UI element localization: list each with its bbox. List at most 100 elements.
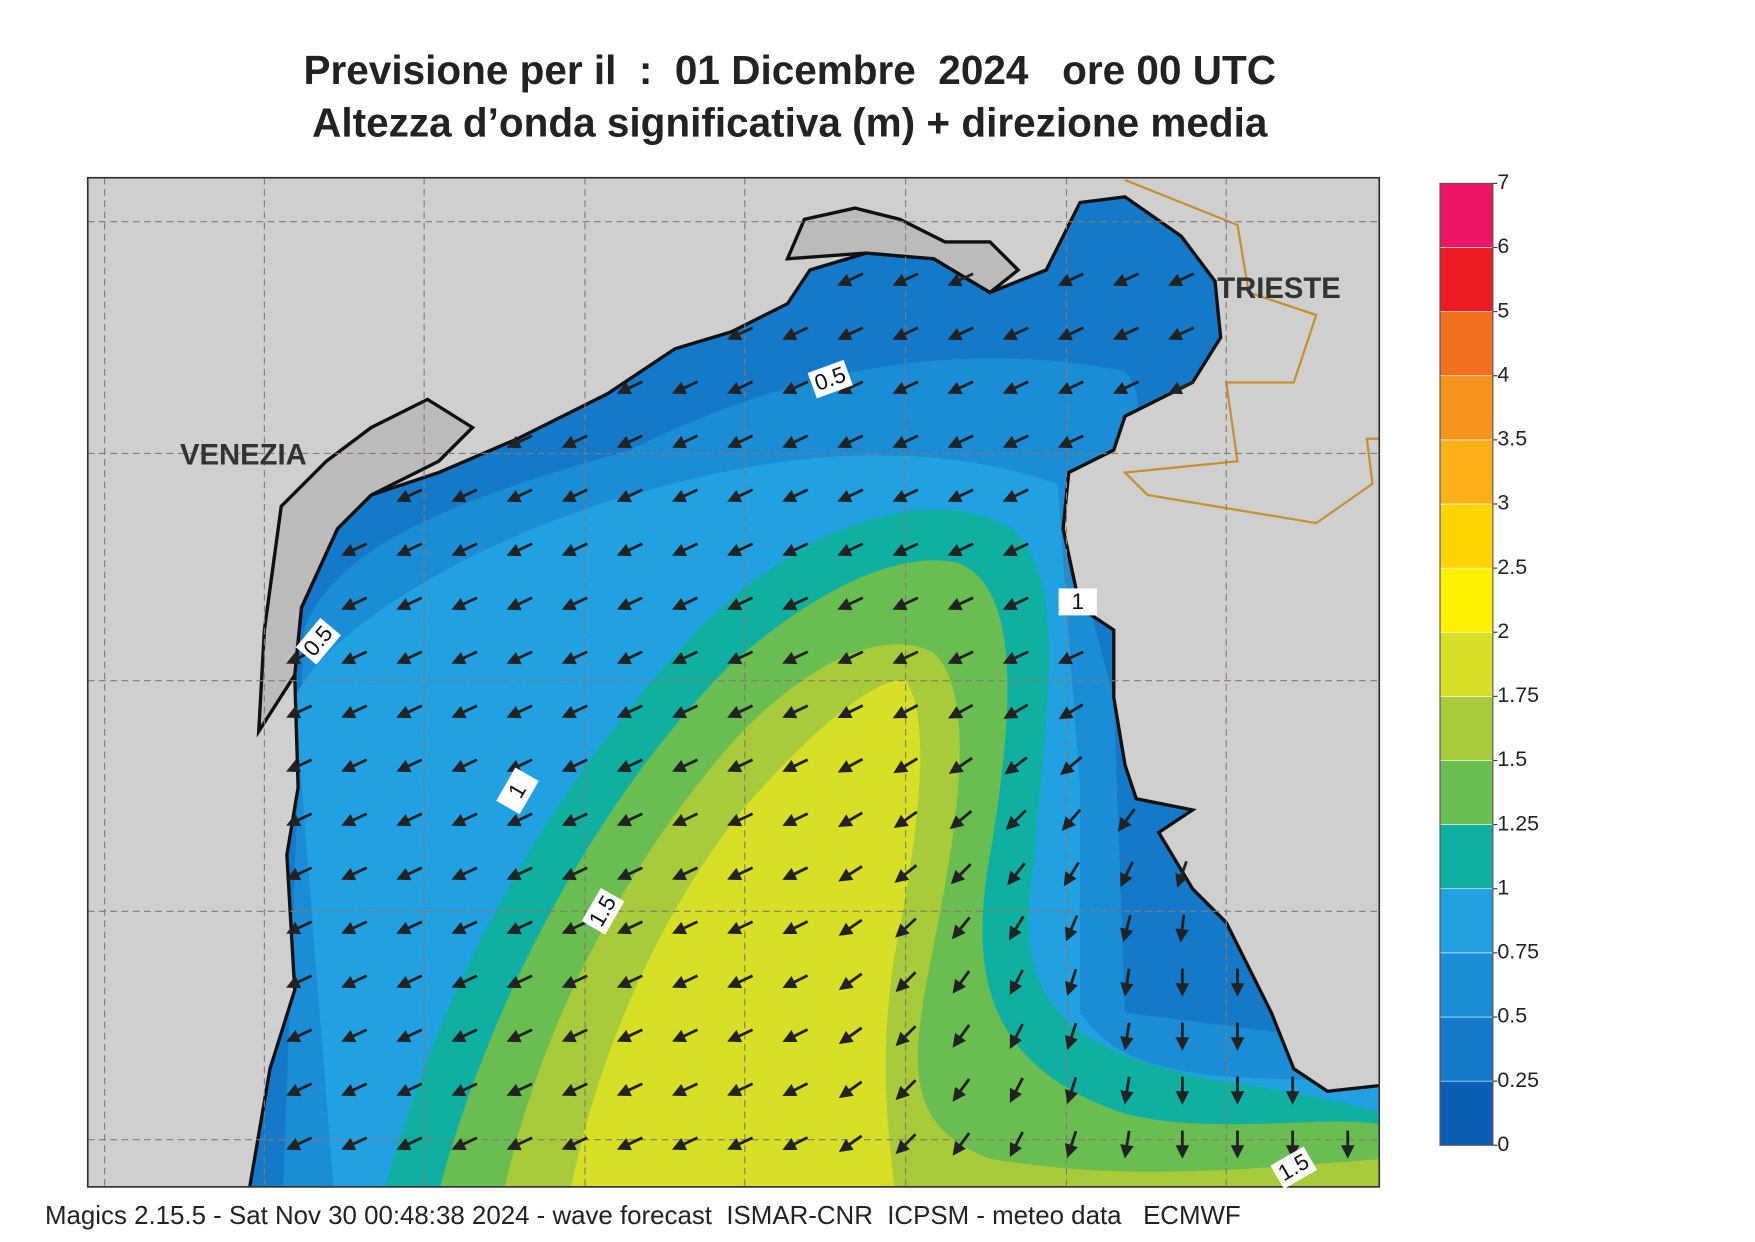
- arrow-head: [671, 1137, 688, 1151]
- arrow-head: [1230, 1037, 1245, 1051]
- arrow-head: [727, 489, 743, 503]
- arrow-head: [727, 921, 743, 935]
- arrow-head: [838, 1138, 854, 1153]
- arrow-head: [1057, 381, 1073, 395]
- arrow-head: [506, 543, 522, 557]
- arrow-head: [506, 759, 522, 773]
- arrow-head: [1009, 979, 1022, 996]
- arrow-head: [396, 1137, 412, 1151]
- arrow-head: [1004, 760, 1020, 775]
- arrow-head: [727, 327, 743, 341]
- arrow-head: [396, 543, 412, 557]
- arrow-head: [1230, 1145, 1245, 1159]
- arrow-head: [451, 1083, 467, 1097]
- arrow-head: [1112, 381, 1129, 395]
- arrow-head: [1175, 983, 1190, 997]
- arrow-head: [1117, 816, 1132, 832]
- arrow-head: [341, 1137, 357, 1151]
- colorbar: 0 0.25 0.5 0.75 1 1.25 1.5 1.75 2 2.5 3 3.5 4 5 6 7: [1439, 170, 1539, 1156]
- colorbar-bin: [1439, 375, 1494, 441]
- colorbar-bin: [1439, 247, 1494, 312]
- arrow-head: [1175, 872, 1189, 888]
- arrow-head: [895, 1085, 910, 1101]
- arrow-head: [947, 327, 963, 341]
- arrow-head: [782, 435, 798, 449]
- arrow-head: [1230, 983, 1245, 997]
- subtitle: Altezza d’onda significativa (m) + direz…: [312, 100, 1268, 146]
- arrow-head: [837, 327, 853, 341]
- arrow-head: [1168, 327, 1184, 341]
- arrow-head: [671, 759, 688, 773]
- arrow-head: [341, 597, 357, 611]
- place-label: TRIESTE: [1217, 273, 1341, 305]
- arrow-head: [561, 1029, 577, 1043]
- arrow-head: [616, 705, 632, 719]
- arrow-head: [341, 759, 357, 773]
- arrow-head: [895, 923, 910, 938]
- arrow-head: [1120, 1090, 1134, 1105]
- arrow-head: [947, 651, 963, 665]
- arrow-head: [561, 975, 577, 989]
- arrow-head: [727, 867, 743, 881]
- arrow-head: [341, 867, 357, 881]
- arrow-head: [561, 543, 577, 557]
- contour-label-box: [496, 767, 539, 815]
- arrow-head: [1120, 927, 1134, 943]
- colorbar-bin: [1439, 1016, 1494, 1082]
- arrow-head: [1065, 1035, 1078, 1050]
- colorbar-frame: [1439, 182, 1494, 1146]
- arrow-head: [892, 597, 908, 611]
- arrow-head: [892, 489, 908, 503]
- arrow-head: [837, 543, 853, 557]
- arrow-head: [671, 813, 688, 827]
- arrow-head: [837, 435, 853, 449]
- contour-label: 1: [1058, 588, 1097, 616]
- arrow-head: [561, 705, 577, 719]
- arrow-head: [838, 868, 854, 882]
- arrow-head: [561, 597, 577, 611]
- colorbar-bin: [1439, 952, 1494, 1018]
- contour-label-text: 1: [1071, 589, 1084, 614]
- arrow-head: [838, 1084, 854, 1099]
- arrow-head: [947, 543, 963, 557]
- arrow-head: [727, 651, 743, 665]
- arrow-head: [837, 760, 853, 773]
- arrow-head: [727, 705, 743, 719]
- arrow-head: [1112, 327, 1129, 341]
- arrow-head: [782, 867, 798, 881]
- arrow-head: [671, 381, 688, 395]
- arrow-head: [1057, 651, 1073, 665]
- arrow-head: [671, 1029, 688, 1043]
- arrow-head: [506, 705, 522, 719]
- arrow-head: [451, 705, 467, 719]
- arrow-head: [837, 705, 853, 719]
- arrow-head: [1002, 489, 1018, 503]
- arrow-head: [506, 867, 522, 881]
- arrow-head: [782, 1137, 798, 1151]
- arrow-head: [396, 1083, 412, 1097]
- arrow-head: [1168, 273, 1184, 287]
- arrow-head: [506, 813, 522, 827]
- arrow-head: [782, 651, 798, 665]
- arrow-head: [616, 381, 632, 395]
- arrow-head: [341, 975, 357, 989]
- colorbar-label: 2: [1497, 619, 1509, 643]
- contour-label-box: [1270, 1146, 1318, 1190]
- arrow-head: [1002, 435, 1018, 449]
- arrow-head: [1112, 273, 1129, 287]
- arrow-head: [671, 543, 688, 557]
- arrow-head: [561, 813, 577, 827]
- arrow-head: [616, 597, 632, 611]
- contour-label-box: [295, 617, 342, 665]
- arrow-head: [506, 1083, 522, 1097]
- arrow-head: [727, 759, 743, 773]
- arrow-head: [451, 651, 467, 665]
- arrow-head: [947, 489, 963, 503]
- colorbar-label: 2.5: [1497, 555, 1527, 579]
- arrow-head: [838, 976, 854, 991]
- arrow-head: [451, 975, 467, 989]
- colorbar-label: 6: [1497, 234, 1509, 258]
- arrow-head: [506, 597, 522, 611]
- arrow-head: [837, 489, 853, 503]
- arrow-head: [451, 759, 467, 773]
